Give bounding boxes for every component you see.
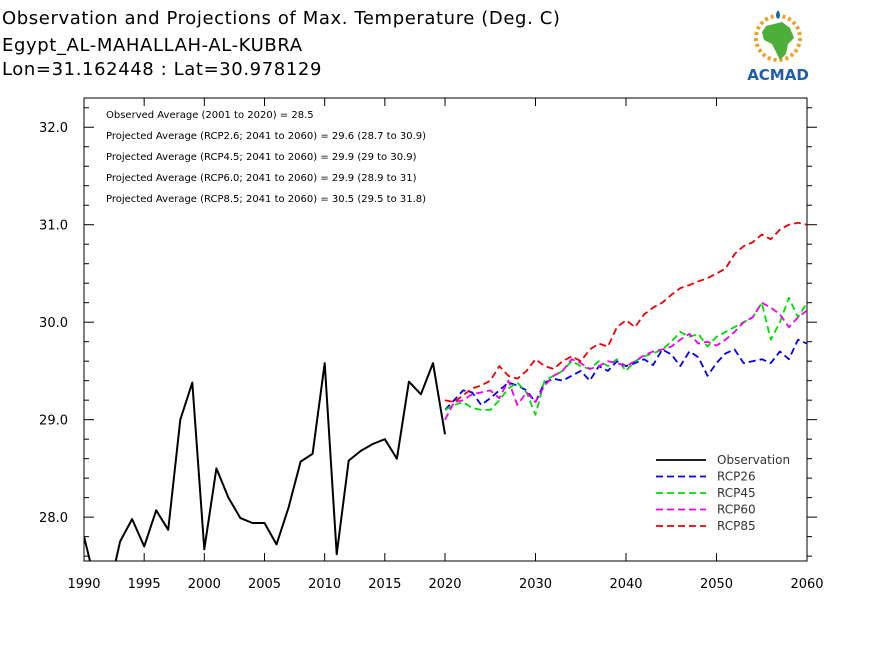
x-tick-label: 1990 [67,577,100,592]
axis-ticks [83,98,817,561]
chart-title-coordinates: Lon=31.162448 : Lat=30.978129 [2,59,322,80]
africa-map-icon [762,22,794,60]
chart-title-location: Egypt_AL-MAHALLAH-AL-KUBRA [2,35,303,56]
series-line-rcp26 [444,338,807,411]
legend-label-rcp26: RCP26 [717,470,756,484]
y-tick-label: 28.0 [39,511,68,526]
annotation-text: Observed Average (2001 to 2020) = 28.5 [106,110,314,121]
y-tick-label: 32.0 [39,121,68,136]
x-axis-labels: 1990 1995 2000 2005 2010 2015 2020 2030 2040 2050… [67,577,823,592]
acmad-logo: ACMAD [747,10,809,84]
y-tick-label: 29.0 [39,414,68,429]
x-tick-label: 2010 [308,577,341,592]
annotation-text: Projected Average (RCP6.0; 2041 to 2060)… [106,173,417,184]
legend-label-rcp85: RCP85 [717,519,756,533]
series-lines [84,221,807,561]
x-tick-label: 2050 [700,577,733,592]
legend-label-rcp45: RCP45 [717,486,756,500]
chart-title-line1: Observation and Projections of Max. Temp… [2,8,561,29]
series-line-observation [84,362,446,561]
x-tick-label: 2005 [248,577,281,592]
legend-label-observation: Observation [717,453,790,467]
y-tick-label: 30.0 [39,316,68,331]
annotation-text: Projected Average (RCP2.6; 2041 to 2060)… [106,131,426,142]
annotation-block: Observed Average (2001 to 2020) = 28.5 Pr… [106,110,426,205]
annotation-text: Projected Average (RCP4.5; 2041 to 2060)… [106,152,417,163]
x-tick-label: 2060 [790,577,823,592]
legend: Observation RCP26 RCP45 RCP60 RCP85 [656,453,790,533]
x-tick-label: 2020 [428,577,461,592]
plot-frame [83,97,808,562]
x-tick-label: 2015 [368,577,401,592]
annotation-text: Projected Average (RCP8.5; 2041 to 2060)… [106,194,426,205]
legend-label-rcp60: RCP60 [717,503,756,517]
x-tick-label: 2040 [609,577,642,592]
x-tick-label: 2000 [188,577,221,592]
series-line-rcp85 [444,221,807,404]
logo-text: ACMAD [747,66,809,84]
x-tick-label: 2030 [519,577,552,592]
water-drop-icon [776,10,780,19]
series-line-rcp60 [444,301,807,421]
series-line-rcp45 [444,296,807,416]
x-tick-label: 1995 [128,577,161,592]
y-axis-labels: 28.0 29.0 30.0 31.0 32.0 [39,121,68,526]
y-tick-label: 31.0 [39,219,68,234]
